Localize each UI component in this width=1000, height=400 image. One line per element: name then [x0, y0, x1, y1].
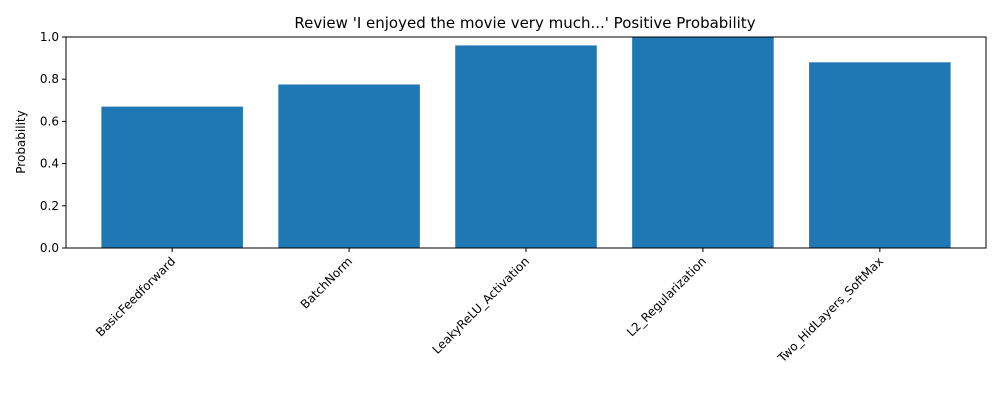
bar-1	[278, 84, 420, 248]
chart-title: Review 'I enjoyed the movie very much...…	[294, 14, 755, 32]
bars-group	[101, 37, 951, 248]
y-tick-label-5: 1.0	[40, 30, 59, 44]
x-tick-label-2: LeakyReLU_Activation	[430, 254, 533, 357]
bar-4	[809, 62, 951, 248]
y-tick-label-3: 0.6	[40, 114, 59, 128]
y-axis-ticks: 0.0 0.2 0.4 0.6 0.8 1.0	[40, 30, 66, 255]
x-tick-label-3: L2_Regularization	[624, 254, 709, 339]
x-axis-ticks: BasicFeedforward BatchNorm LeakyReLU_Activ…	[93, 248, 886, 366]
y-tick-label-1: 0.2	[40, 199, 59, 213]
x-tick-label-0: BasicFeedforward	[93, 254, 178, 339]
y-tick-label-4: 0.8	[40, 72, 59, 86]
bar-2	[455, 45, 597, 248]
plot-frame	[65, 36, 987, 249]
x-tick-label-4: Two_HidLayers_SoftMax	[774, 254, 885, 365]
x-tick-label-1: BatchNorm	[298, 254, 355, 311]
y-tick-label-2: 0.4	[40, 157, 59, 171]
bar-0	[101, 106, 243, 248]
bar-3	[632, 37, 774, 248]
y-tick-label-0: 0.0	[40, 241, 59, 255]
y-axis-label: Probability	[14, 110, 28, 173]
